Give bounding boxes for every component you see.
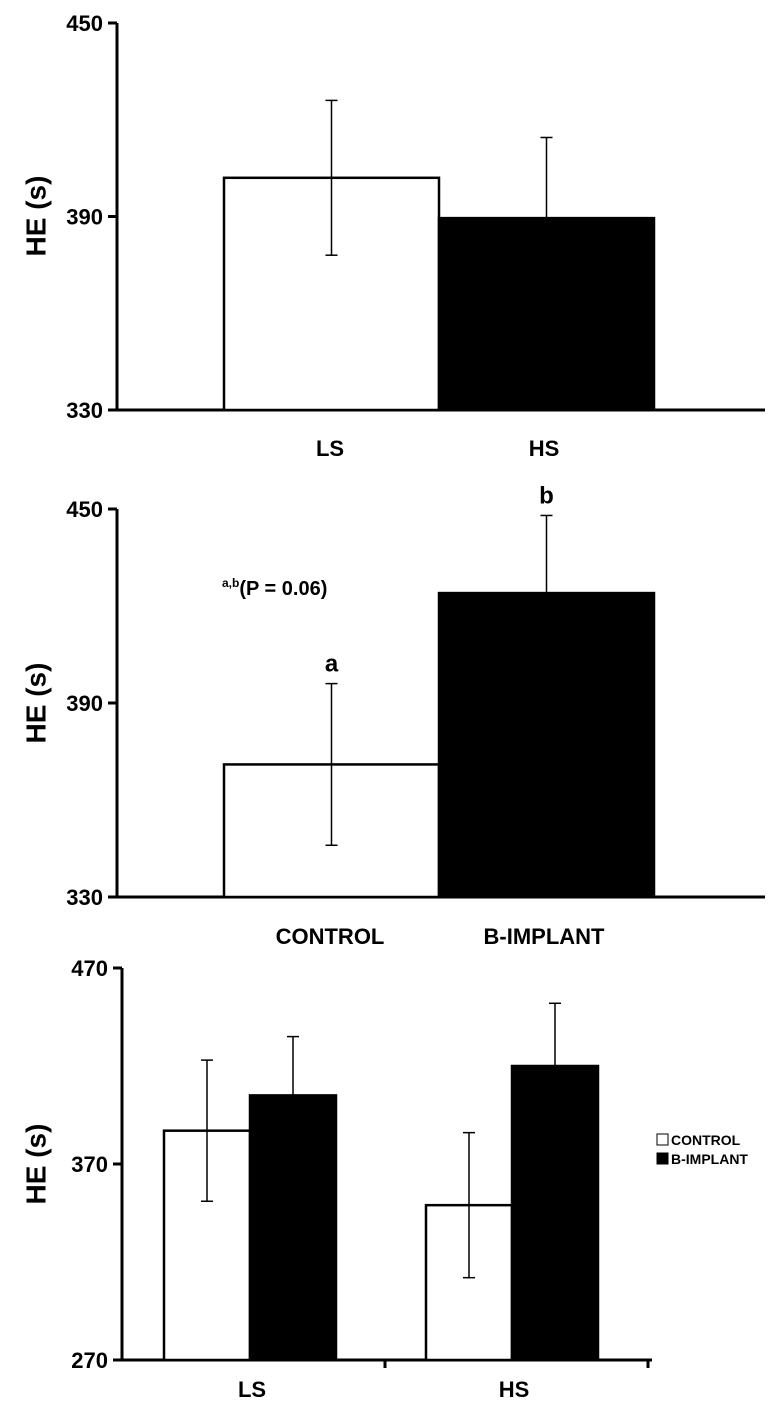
x-category-label: HS	[499, 1377, 530, 1402]
y-axis-title: HE (s)	[20, 663, 51, 744]
x-category-label: HS	[529, 436, 560, 461]
y-tick-label: 470	[71, 956, 108, 981]
y-tick-label: 450	[66, 497, 103, 522]
y-tick-label: 390	[66, 205, 103, 230]
y-tick-label: 370	[71, 1152, 108, 1177]
y-tick-label: 330	[66, 398, 103, 423]
y-tick-label: 450	[66, 11, 103, 36]
y-tick-label: 270	[71, 1348, 108, 1373]
y-tick-label: 390	[66, 691, 103, 716]
legend-swatch	[656, 1152, 669, 1165]
significance-letter: a	[325, 651, 339, 678]
p-value-text: (P = 0.06)	[239, 578, 327, 600]
y-axis-title: HE (s)	[20, 1124, 51, 1205]
p-value-annotation: a,b(P = 0.06)	[222, 576, 327, 600]
y-axis-title: HE (s)	[20, 176, 51, 257]
x-category-label: LS	[316, 436, 344, 461]
legend-label: B-IMPLANT	[671, 1151, 748, 1167]
x-category-label: LS	[238, 1377, 266, 1402]
legend-label: CONTROL	[671, 1132, 741, 1148]
y-tick-label: 330	[66, 885, 103, 910]
significance-letter: b	[539, 482, 554, 509]
p-value-superscript: a,b	[222, 576, 239, 590]
x-category-label: CONTROL	[276, 924, 385, 949]
x-category-label: B-IMPLANT	[484, 924, 606, 949]
legend-swatch	[656, 1133, 669, 1146]
